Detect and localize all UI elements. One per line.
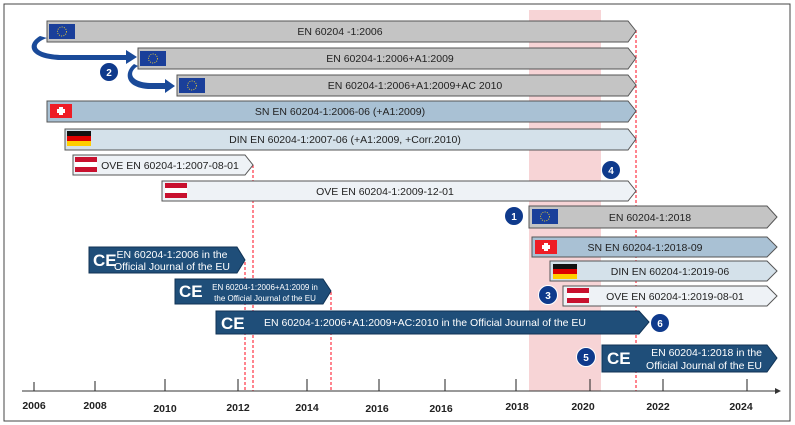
austrian-flag-icon [567, 288, 589, 303]
tick-label: 2024 [729, 401, 753, 413]
eu-flag-icon [178, 77, 206, 94]
ce-mark-icon: CE [93, 251, 117, 270]
curved-arrow-icon [127, 64, 175, 93]
tick-label: 2018 [505, 401, 529, 413]
standard-label: EN 60204 -1:2006 [297, 26, 382, 38]
standard-bar-din-2007: DIN EN 60204-1:2007-06 (+A1:2009, +Corr.… [64, 128, 637, 151]
tick-label: 2010 [153, 403, 177, 415]
svg-text:EN 60204-1:2006+A1:2009+AC:201: EN 60204-1:2006+A1:2009+AC:2010 in the O… [264, 317, 586, 329]
svg-text:1: 1 [511, 212, 517, 223]
standard-label: EN 60204-1:2006+A1:2009 [326, 53, 454, 65]
tick-label: 2016 [365, 403, 389, 415]
svg-text:the Official Journal of the EU: the Official Journal of the EU [214, 294, 316, 303]
curved-arrow-icon [31, 36, 138, 64]
standard-bar-en-2018: EN 60204-1:2018 [528, 205, 778, 229]
numbered-markers: 1 2 3 4 5 6 [99, 62, 670, 367]
tick-label: 2008 [83, 400, 107, 412]
svg-text:EN 60204-1:2018 in the: EN 60204-1:2018 in the [651, 347, 762, 359]
standard-bar-en-2006-a1: EN 60204-1:2006+A1:2009 [137, 47, 637, 70]
svg-text:3: 3 [545, 291, 551, 302]
standard-bar-ove-2019: OVE EN 60204-1:2019-08-01 [562, 285, 778, 307]
svg-text:4: 4 [608, 166, 614, 177]
tick-label: 2020 [571, 401, 595, 413]
swiss-flag-icon [535, 240, 557, 254]
tick-label: 2006 [22, 400, 46, 412]
oj-bar-2009: CE EN 60204-1:2006+A1:2009 in the Offici… [174, 278, 332, 305]
marker-3: 3 [538, 285, 558, 305]
swiss-flag-icon [50, 104, 72, 118]
standard-label: EN 60204-1:2018 [609, 212, 691, 224]
standard-label: OVE EN 60204-1:2009-12-01 [316, 186, 454, 198]
standard-label: OVE EN 60204-1:2007-08-01 [101, 160, 239, 172]
ce-mark-icon: CE [607, 349, 631, 368]
transition-arrows [31, 36, 175, 93]
tick-label: 2016 [429, 403, 453, 415]
oj-bar-2010: CE EN 60204-1:2006+A1:2009+AC:2010 in th… [215, 310, 650, 335]
svg-text:EN 60204-1:2006 in the: EN 60204-1:2006 in the [117, 249, 228, 261]
austrian-flag-icon [165, 183, 187, 198]
oj-bar-2018: CE EN 60204-1:2018 in the Official Journ… [601, 344, 778, 373]
eu-flag-icon [48, 23, 76, 40]
standard-label: DIN EN 60204-1:2019-06 [611, 266, 730, 278]
oj-bar-2006: CE EN 60204-1:2006 in the Official Journ… [88, 246, 246, 274]
ce-mark-icon: CE [179, 282, 203, 301]
standard-label: EN 60204-1:2006+A1:2009+AC 2010 [328, 80, 503, 92]
svg-text:6: 6 [657, 319, 663, 330]
svg-text:Official Journal of the EU: Official Journal of the EU [646, 360, 762, 372]
standard-label: SN EN 60204-1:2006-06 (+A1:2009) [255, 106, 425, 118]
standard-bar-ove-2007: OVE EN 60204-1:2007-08-01 [72, 154, 254, 176]
tick-label: 2014 [295, 402, 319, 414]
marker-1: 1 [504, 206, 524, 226]
svg-text:5: 5 [583, 353, 589, 364]
standard-label: DIN EN 60204-1:2007-06 (+A1:2009, +Corr.… [229, 134, 461, 146]
axis-arrow-icon [775, 388, 781, 394]
svg-text:2: 2 [106, 68, 112, 79]
standard-label: OVE EN 60204-1:2019-08-01 [606, 291, 744, 303]
german-flag-icon [553, 264, 577, 279]
tick-label: 2022 [646, 401, 670, 413]
standard-bar-en-2006: EN 60204 -1:2006 [46, 20, 637, 43]
standard-bar-sn-2018: SN EN 60204-1:2018-09 [531, 236, 778, 258]
svg-text:Official Journal of the EU: Official Journal of the EU [114, 261, 230, 273]
standard-label: SN EN 60204-1:2018-09 [588, 242, 703, 254]
svg-text:EN 60204-1:2006+A1:2009 in: EN 60204-1:2006+A1:2009 in [212, 283, 318, 292]
eu-flag-icon [139, 50, 167, 67]
marker-4: 4 [601, 160, 621, 180]
ce-mark-icon: CE [221, 314, 245, 333]
standard-bar-din-2019: DIN EN 60204-1:2019-06 [549, 260, 778, 282]
austrian-flag-icon [75, 157, 97, 172]
german-flag-icon [67, 131, 91, 146]
standard-bar-sn-2006: SN EN 60204-1:2006-06 (+A1:2009) [46, 100, 637, 123]
standard-bar-ove-2009: OVE EN 60204-1:2009-12-01 [161, 180, 637, 202]
marker-2: 2 [99, 62, 119, 82]
tick-label: 2012 [226, 402, 250, 414]
standard-bar-en-2006-a1-ac: EN 60204-1:2006+A1:2009+AC 2010 [176, 74, 637, 97]
time-axis: 2006 2008 2010 2012 2014 2016 2016 2018 … [22, 379, 781, 415]
marker-6: 6 [650, 313, 670, 333]
eu-flag-icon [531, 208, 559, 225]
marker-5: 5 [576, 347, 596, 367]
